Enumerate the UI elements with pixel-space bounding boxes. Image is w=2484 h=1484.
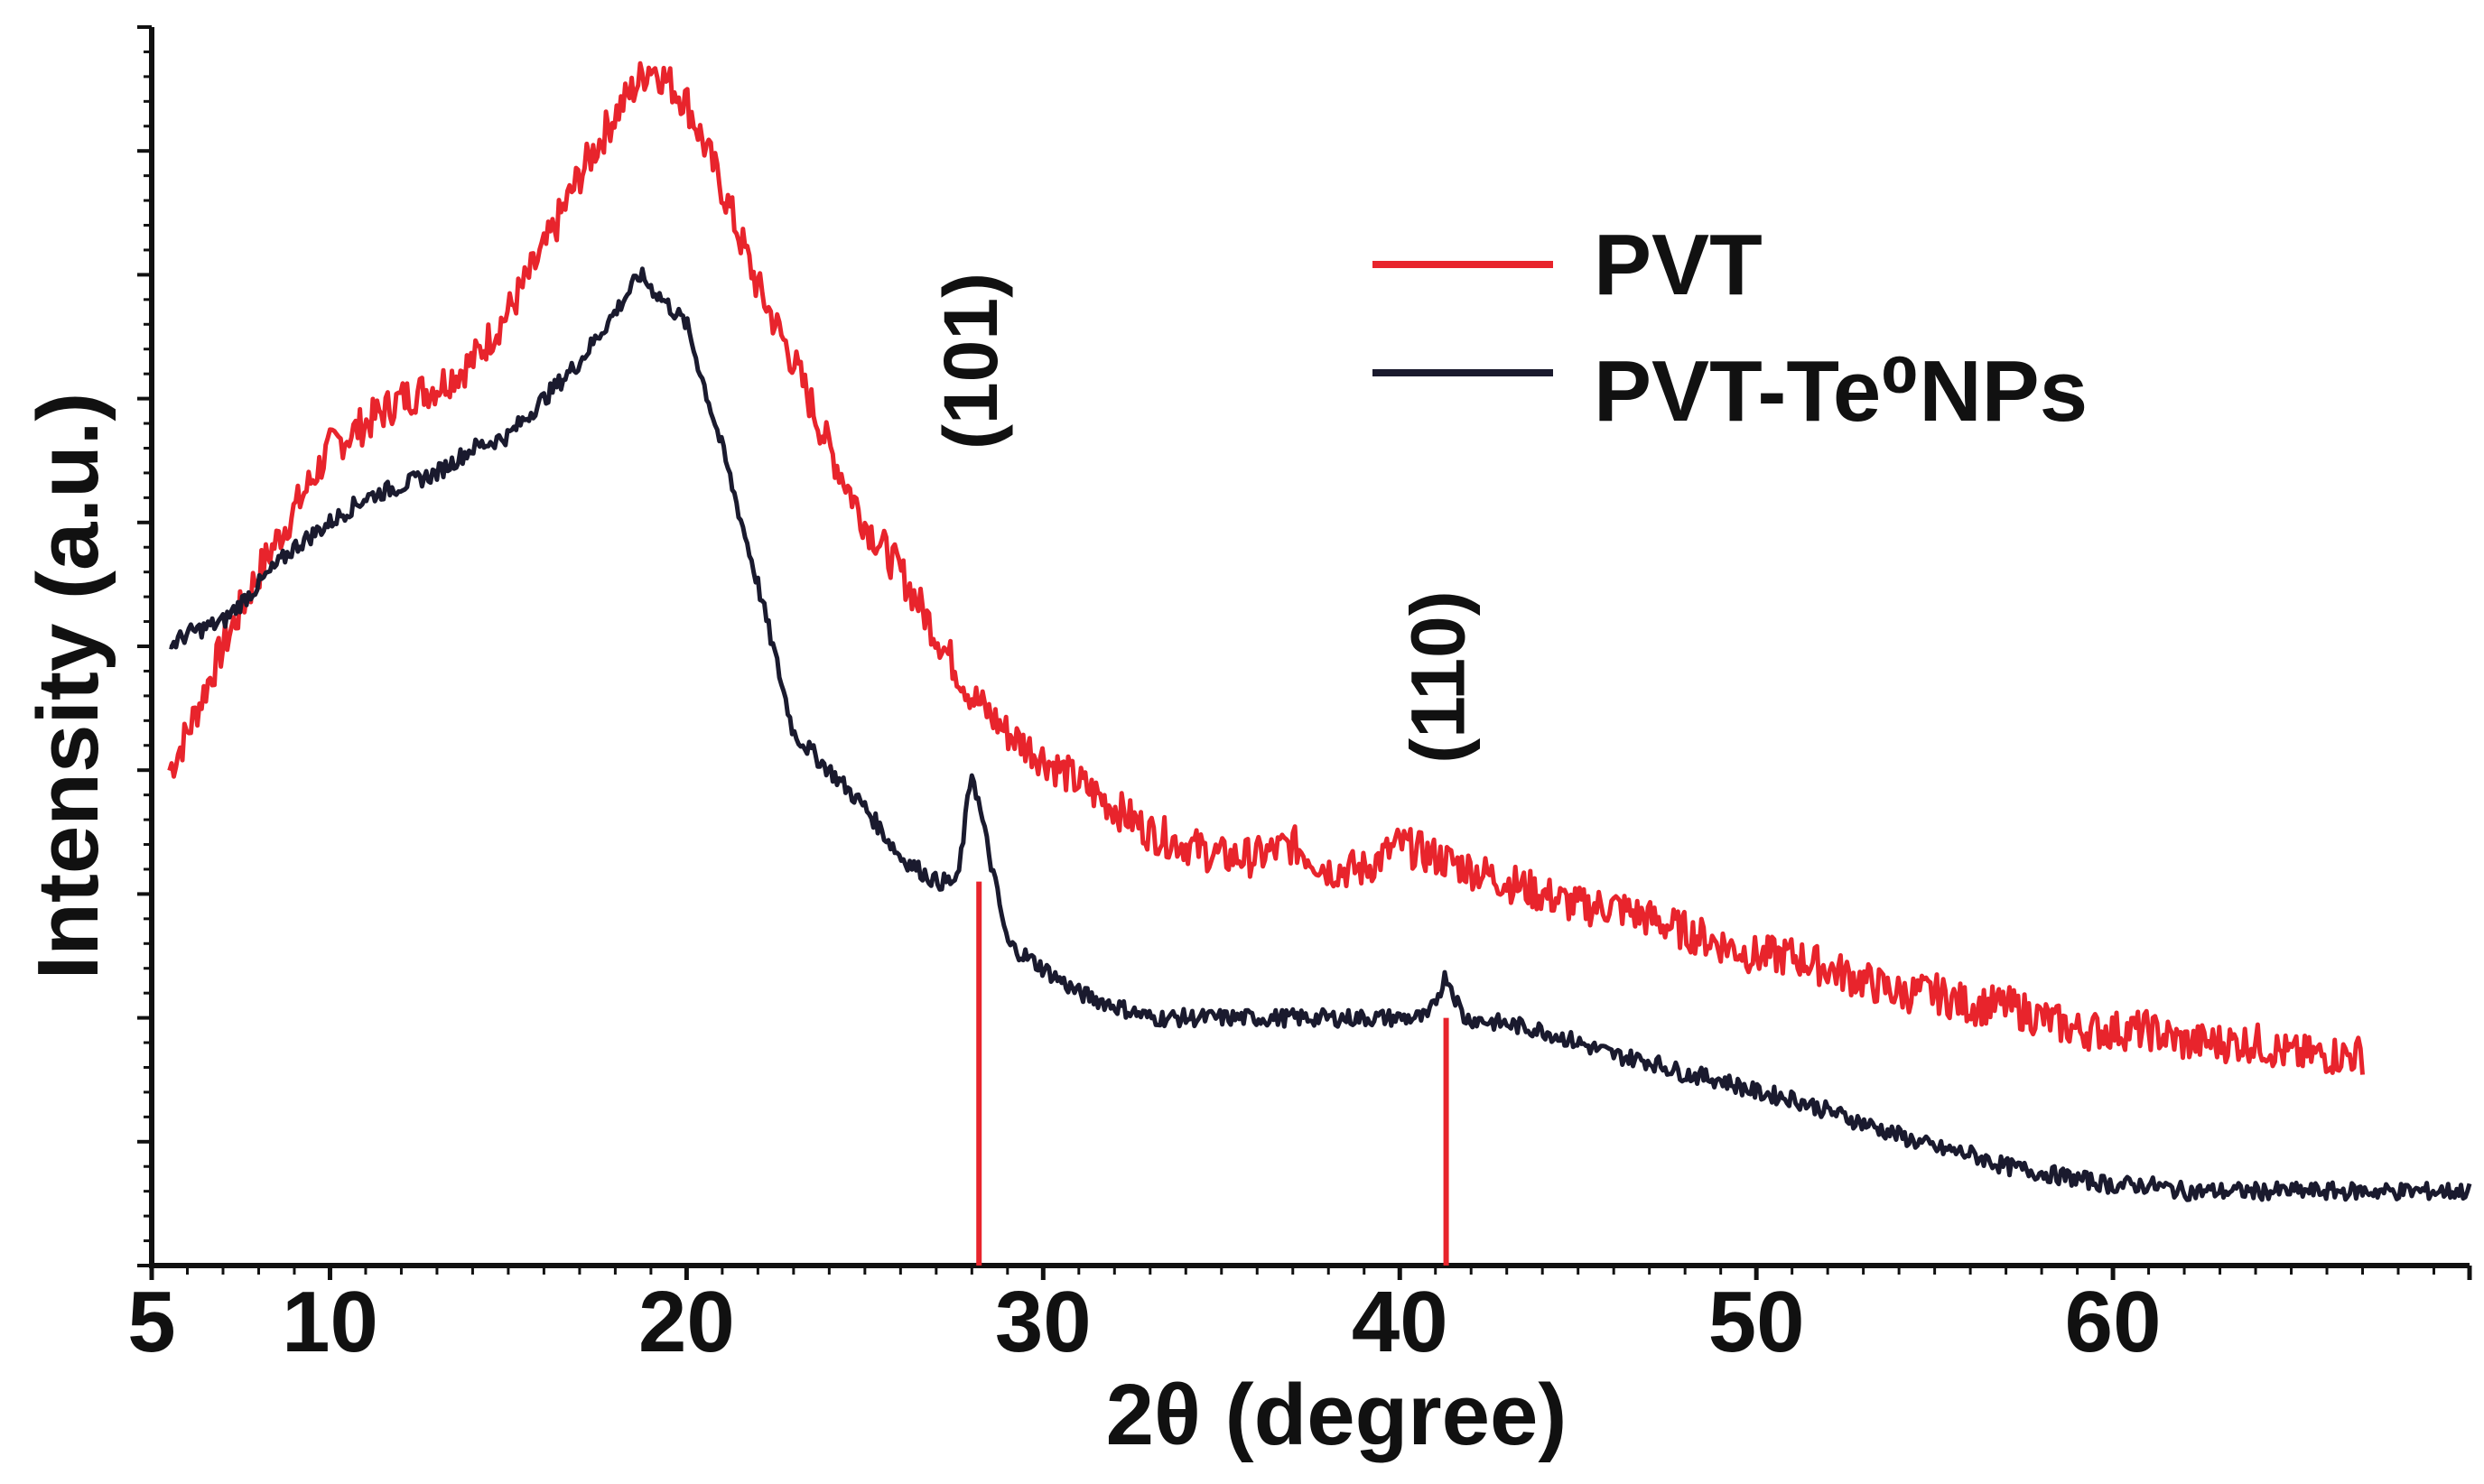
- series-line-pvt: [167, 60, 2365, 1075]
- x-tick-label: 40: [1352, 1274, 1448, 1370]
- peak-label-110: (110): [1396, 590, 1481, 763]
- x-tick-label: 30: [995, 1274, 1092, 1370]
- x-axis-title: 2θ (degree): [1106, 1367, 1568, 1463]
- x-tick-label: 5: [127, 1274, 175, 1370]
- x-tick-label: 50: [1708, 1274, 1805, 1370]
- x-axis-minor-ticks: [149, 1266, 2472, 1280]
- x-tick-label: 60: [2065, 1274, 2162, 1370]
- y-axis-title: Intensity (a.u.): [20, 393, 116, 980]
- legend-label-pvt: PVT: [1594, 217, 1763, 313]
- legend-label-pvt-te-nps: PVT-Te⁰NPs: [1594, 343, 2088, 440]
- x-axis-tick-labels: 5 10 20 30 40 50 60: [127, 1274, 2161, 1370]
- x-tick-label: 10: [282, 1274, 378, 1370]
- series-line-pvt-te-nps: [169, 266, 2472, 1202]
- legend: PVT PVT-Te⁰NPs: [1372, 217, 2088, 440]
- y-axis-minor-ticks: [137, 25, 152, 1267]
- peak-label-101: (101): [928, 273, 1013, 450]
- x-tick-label: 20: [638, 1274, 735, 1370]
